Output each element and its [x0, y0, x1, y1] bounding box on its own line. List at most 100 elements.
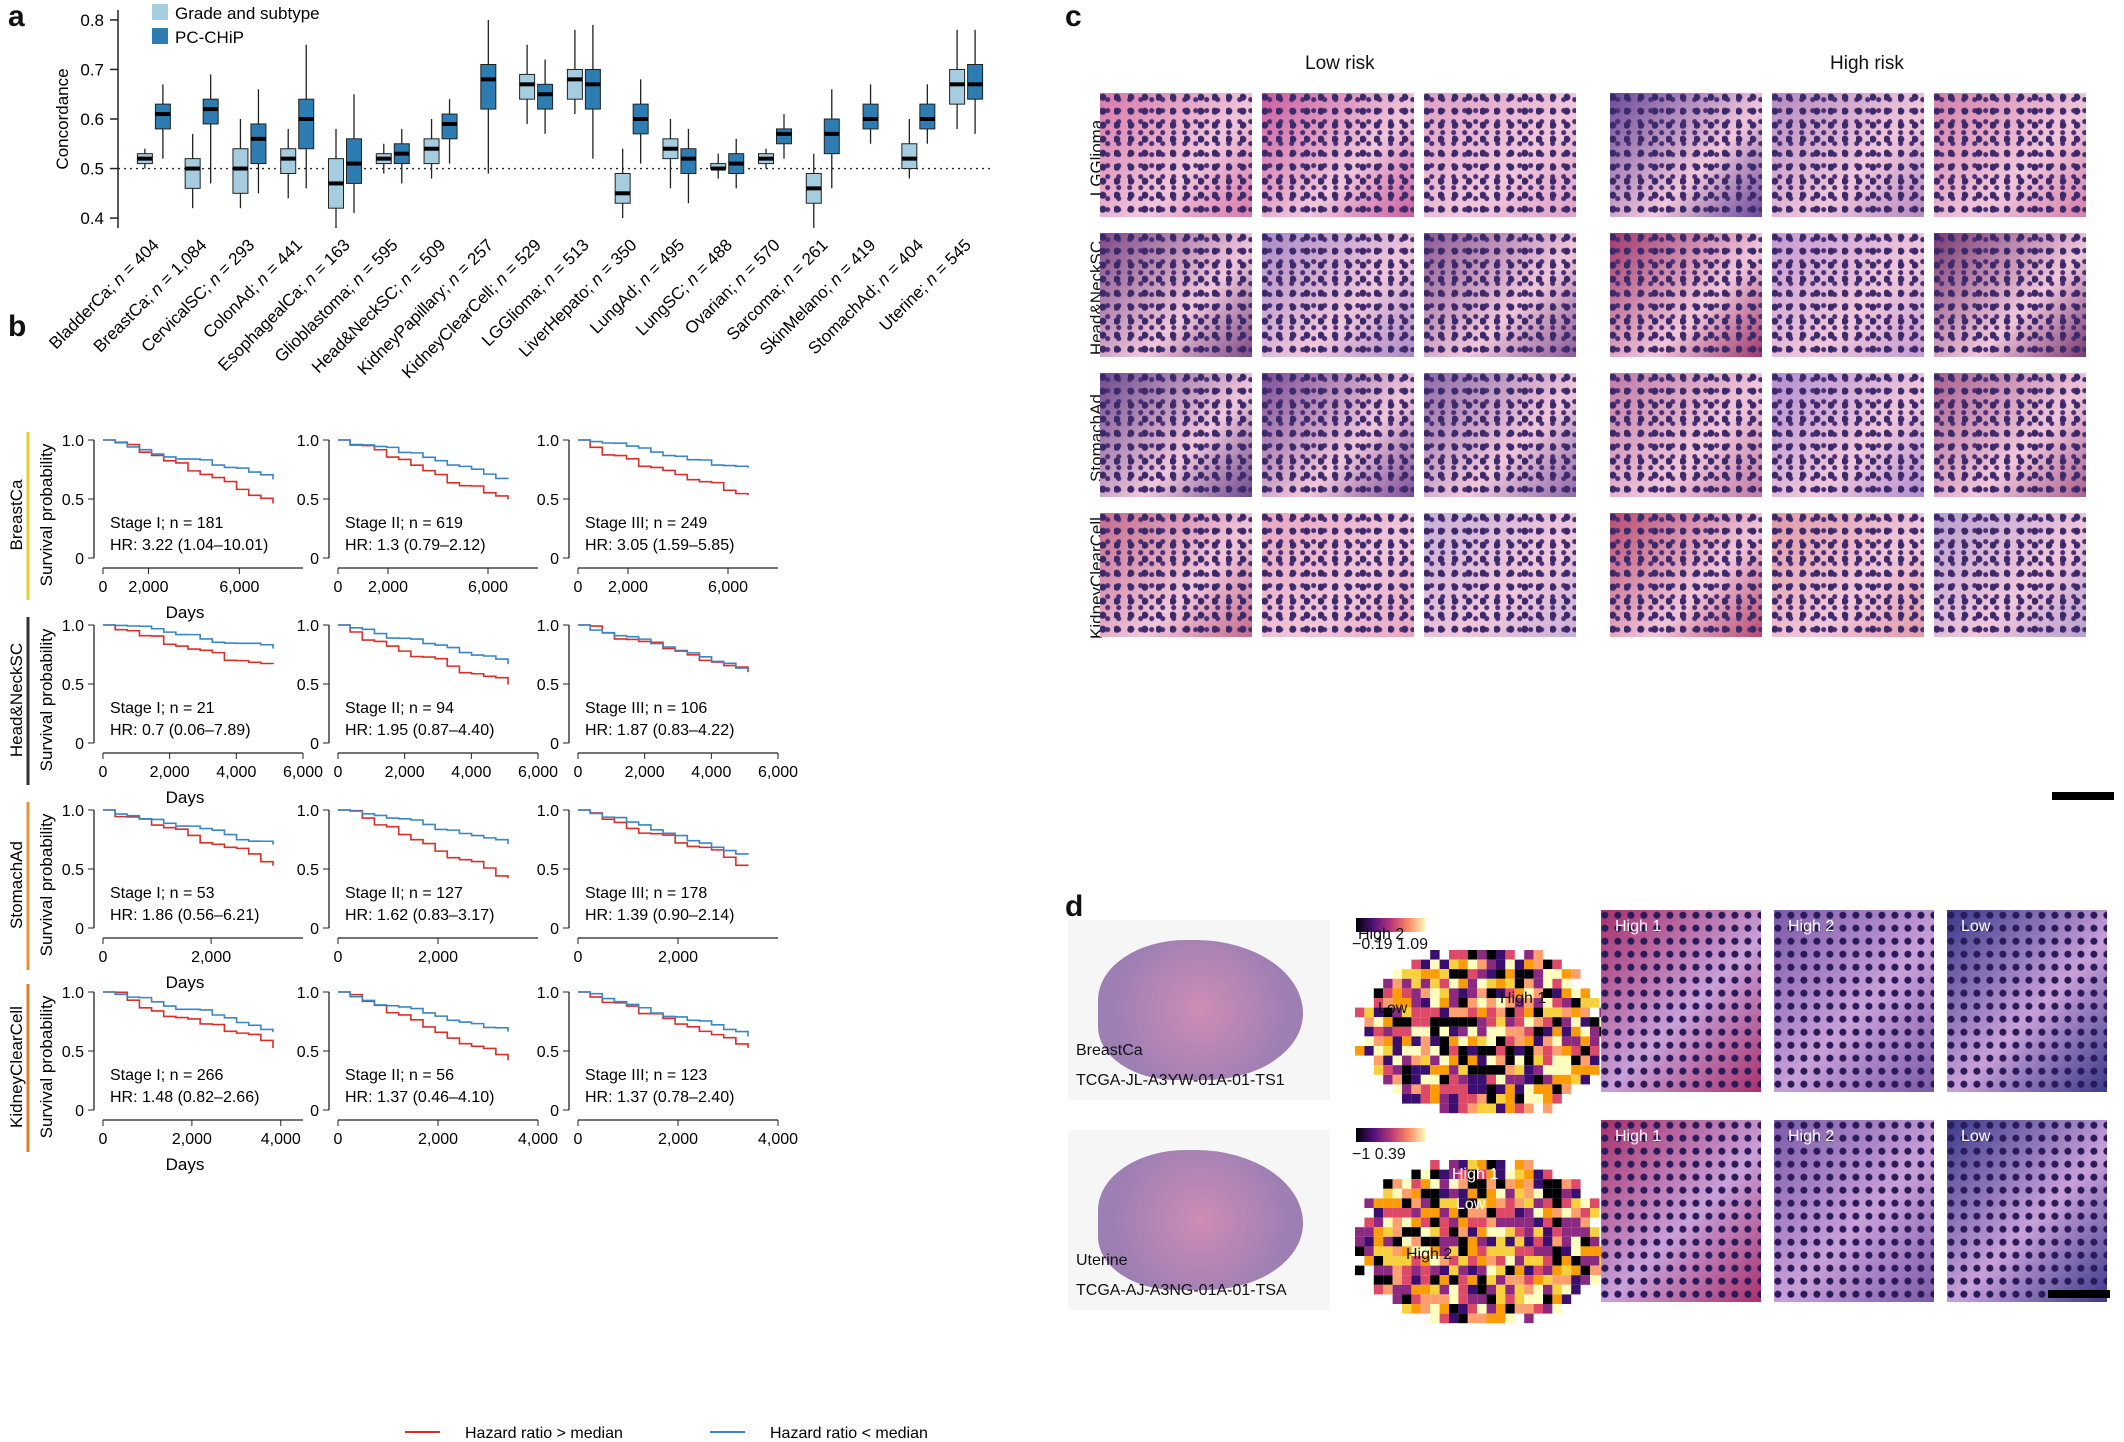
- heatmap-cell: [1439, 978, 1449, 989]
- heatmap-cell: [1496, 1304, 1506, 1314]
- heatmap-cell: [1402, 1094, 1412, 1104]
- heatmap-cell: [1364, 1227, 1374, 1237]
- heatmap-cell: [1505, 959, 1515, 970]
- heatmap-cell: [1505, 1103, 1515, 1114]
- heatmap-cell: [1477, 1103, 1487, 1114]
- heatmap-cell: [1392, 1026, 1402, 1037]
- heatmap-cell: [1524, 1284, 1534, 1295]
- heatmap-cell: [1580, 1055, 1590, 1066]
- km-curve-high-hazard: [103, 809, 274, 866]
- heatmap-cell: [1420, 1188, 1431, 1199]
- heatmap-cell: [1420, 1065, 1431, 1075]
- heatmap-cell: [1420, 1026, 1431, 1037]
- heatmap-cell: [1467, 1313, 1478, 1324]
- heatmap-cell: [1411, 1208, 1421, 1218]
- km-x-tick-label: 2,000: [150, 764, 190, 781]
- heatmap-cell: [1355, 1046, 1365, 1056]
- heatmap-cell: [1552, 1275, 1562, 1285]
- heatmap-cell: [1524, 1227, 1534, 1237]
- km-curve-low-hazard: [578, 439, 749, 468]
- km-curve-low-hazard: [338, 624, 509, 665]
- heatmap-cell: [1373, 1055, 1384, 1066]
- heatmap-cell: [1524, 1017, 1534, 1027]
- legend-label-grade: Grade and subtype: [175, 4, 320, 23]
- km-hr: HR: 1.62 (0.83–3.17): [345, 907, 494, 924]
- heatmap-cell: [1402, 1275, 1412, 1285]
- heatmap-cell: [1392, 1074, 1402, 1085]
- heatmap-cell: [1514, 1198, 1525, 1208]
- heatmap-cell: [1514, 1026, 1525, 1037]
- histology-tile: [1772, 373, 1924, 497]
- histology-tile: [1100, 513, 1252, 637]
- heatmap-cell: [1477, 1017, 1487, 1027]
- heatmap-cell: [1524, 969, 1534, 979]
- heatmap-cell: [1467, 1017, 1478, 1027]
- heatmap-cell: [1552, 969, 1562, 979]
- heatmap-cell: [1514, 1294, 1525, 1304]
- heatmap-cell: [1496, 1094, 1506, 1104]
- heatmap-cell: [1524, 1188, 1534, 1199]
- heatmap-cell: [1402, 1007, 1412, 1018]
- heatmap-cell: [1449, 1275, 1459, 1285]
- heatmap-cell: [1524, 1236, 1534, 1247]
- heatmap-cell: [1439, 1094, 1449, 1104]
- heatmap-cell: [1392, 1084, 1402, 1094]
- heatmap-cell: [1505, 1074, 1515, 1085]
- heatmap-cell: [1458, 998, 1468, 1008]
- heatmap-cell: [1496, 1026, 1506, 1037]
- km-curve-high-hazard: [578, 439, 749, 496]
- heatmap-cell: [1467, 1094, 1478, 1104]
- histology-tile: [1100, 93, 1252, 217]
- km-curve-low-hazard: [578, 809, 749, 855]
- heatmap-cell: [1505, 1227, 1515, 1237]
- heatmap-cell: [1477, 1217, 1487, 1228]
- heatmap-cell: [1496, 1198, 1506, 1208]
- km-curve-high-hazard: [578, 809, 749, 867]
- km-y-tick-label: 1.0: [62, 618, 84, 635]
- y-axis-label: Survival probability: [37, 995, 56, 1138]
- heatmap-cell: [1402, 1256, 1412, 1266]
- heatmap-cell: [1561, 1036, 1572, 1046]
- heatmap-cell: [1561, 1188, 1572, 1199]
- heatmap-cell: [1383, 1179, 1393, 1189]
- risk-heatmap: [1355, 950, 1609, 1114]
- heatmap-cell: [1392, 1275, 1402, 1285]
- heatmap-cell: [1449, 1217, 1459, 1228]
- heatmap-cell: [1402, 1065, 1412, 1075]
- heatmap-cell: [1543, 1179, 1553, 1189]
- heatmap-cell: [1467, 1294, 1478, 1304]
- heatmap-cell: [1467, 1256, 1478, 1266]
- heatmap-cell: [1355, 1246, 1365, 1256]
- heatmap-cell: [1467, 1284, 1478, 1295]
- heatmap-cell: [1552, 1065, 1562, 1075]
- heatmap-cell: [1420, 988, 1431, 998]
- heatmap-cell: [1580, 1026, 1590, 1037]
- pcchip-ColonAd-box: [298, 98, 315, 150]
- heatmap-cell: [1458, 1007, 1468, 1018]
- heatmap-cell: [1533, 1217, 1543, 1228]
- heatmap-cell: [1533, 1169, 1543, 1180]
- heatmap-cell: [1458, 1284, 1468, 1295]
- heatmap-cell: [1561, 1017, 1572, 1027]
- heatmap-cell: [1430, 978, 1440, 989]
- heatmap-cell: [1383, 1208, 1393, 1218]
- heatmap-cell: [1430, 1246, 1440, 1256]
- heatmap-cell: [1411, 959, 1421, 970]
- heatmap-cell: [1430, 1026, 1440, 1037]
- heatmap-cell: [1552, 1007, 1562, 1018]
- heatmap-cell: [1458, 1026, 1468, 1037]
- heatmap-cell: [1571, 1036, 1581, 1046]
- heatmap-cell: [1411, 1169, 1421, 1180]
- heatmap-cell: [1402, 1217, 1412, 1228]
- heatmap-cell: [1543, 1198, 1553, 1208]
- heatmap-cell: [1383, 1198, 1393, 1208]
- km-x-tick-label: 0: [334, 1131, 343, 1148]
- panel-letter-d: d: [1065, 890, 1084, 923]
- heatmap-cell: [1561, 998, 1572, 1008]
- heatmap-cell: [1383, 1236, 1393, 1247]
- heatmap-cell: [1402, 1074, 1412, 1085]
- heatmap-cell: [1439, 1265, 1449, 1276]
- km-x-tick-label: 4,000: [691, 764, 731, 781]
- km-y-tick-label: 0.5: [537, 492, 559, 509]
- colorbar: [1356, 1128, 1426, 1142]
